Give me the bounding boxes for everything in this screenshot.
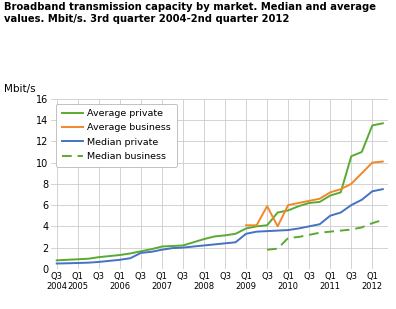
Average private	[54, 258, 59, 262]
Average private	[370, 124, 375, 127]
Average private	[360, 150, 364, 154]
Average business	[275, 224, 280, 228]
Median private	[202, 243, 206, 247]
Median private	[296, 226, 301, 230]
Average business	[296, 201, 301, 205]
Line: Median private: Median private	[57, 189, 383, 264]
Median private	[223, 242, 227, 245]
Average private	[223, 234, 227, 237]
Median private	[75, 261, 80, 265]
Median private	[139, 251, 143, 255]
Median private	[149, 250, 154, 254]
Average private	[275, 211, 280, 214]
Median business	[381, 218, 385, 222]
Median private	[286, 228, 291, 232]
Median private	[212, 243, 217, 246]
Average private	[139, 249, 143, 253]
Median private	[307, 224, 312, 228]
Line: Median business: Median business	[267, 220, 383, 250]
Average private	[86, 257, 91, 260]
Average private	[338, 190, 343, 194]
Median private	[97, 260, 101, 264]
Text: Broadband transmission capacity by market. Median and average
values. Mbit/s. 3r: Broadband transmission capacity by marke…	[4, 2, 376, 24]
Median private	[370, 189, 375, 193]
Average private	[328, 194, 333, 197]
Average private	[381, 121, 385, 125]
Median business	[328, 230, 333, 234]
Median private	[181, 246, 185, 249]
Average private	[191, 240, 196, 244]
Median private	[118, 258, 122, 262]
Median private	[65, 261, 70, 265]
Average private	[317, 200, 322, 204]
Line: Average private: Average private	[57, 123, 383, 260]
Median private	[128, 256, 133, 260]
Median private	[86, 261, 91, 265]
Average business	[317, 197, 322, 201]
Average private	[233, 232, 238, 236]
Average private	[265, 223, 270, 227]
Average business	[360, 171, 364, 175]
Median business	[349, 228, 354, 231]
Average private	[97, 255, 101, 259]
Median private	[54, 262, 59, 265]
Average business	[265, 204, 270, 208]
Legend: Average private, Average business, Median private, Median business: Average private, Average business, Media…	[56, 104, 177, 167]
Median business	[275, 247, 280, 251]
Median business	[296, 235, 301, 239]
Average business	[370, 161, 375, 164]
Median private	[265, 229, 270, 233]
Text: Mbit/s: Mbit/s	[4, 84, 36, 94]
Median private	[160, 248, 164, 252]
Median private	[349, 203, 354, 207]
Average business	[338, 187, 343, 191]
Median business	[317, 231, 322, 235]
Average business	[307, 199, 312, 203]
Average business	[381, 160, 385, 163]
Average business	[328, 190, 333, 194]
Median business	[265, 248, 270, 252]
Median business	[338, 229, 343, 232]
Average private	[349, 154, 354, 158]
Average business	[349, 182, 354, 186]
Median business	[307, 233, 312, 237]
Line: Average business: Average business	[246, 162, 383, 226]
Median private	[360, 198, 364, 202]
Average business	[286, 203, 291, 207]
Average business	[254, 223, 259, 227]
Average private	[149, 247, 154, 251]
Median private	[191, 245, 196, 248]
Average private	[65, 258, 70, 262]
Average private	[307, 201, 312, 205]
Average private	[202, 237, 206, 241]
Average private	[254, 224, 259, 228]
Median private	[254, 230, 259, 234]
Average private	[212, 235, 217, 238]
Median private	[317, 222, 322, 226]
Median private	[233, 240, 238, 244]
Median business	[286, 236, 291, 240]
Average business	[244, 223, 248, 227]
Median private	[328, 214, 333, 218]
Average private	[170, 244, 175, 248]
Average private	[118, 253, 122, 257]
Median private	[244, 232, 248, 236]
Average private	[181, 243, 185, 247]
Average private	[128, 252, 133, 255]
Median business	[370, 221, 375, 225]
Median private	[107, 259, 112, 263]
Average private	[286, 209, 291, 212]
Average private	[107, 254, 112, 258]
Average private	[296, 204, 301, 208]
Median private	[275, 229, 280, 232]
Average private	[160, 245, 164, 248]
Median private	[338, 211, 343, 214]
Median private	[381, 187, 385, 191]
Median business	[360, 226, 364, 229]
Median private	[170, 246, 175, 250]
Average private	[75, 257, 80, 261]
Average private	[244, 226, 248, 230]
